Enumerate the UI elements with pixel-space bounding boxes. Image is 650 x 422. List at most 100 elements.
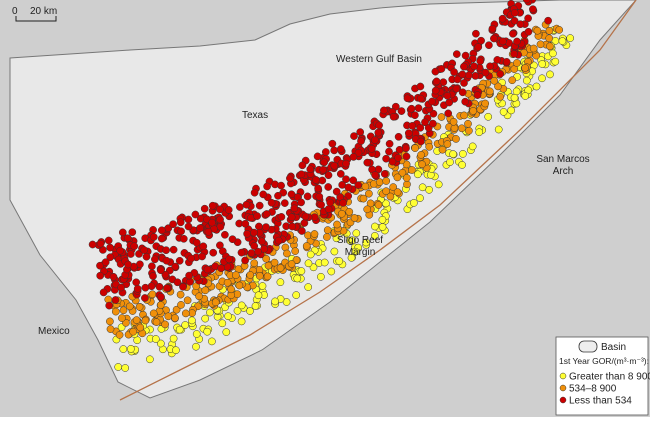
legend: Basin 1st Year GOR/(m³·m⁻³): Greater tha… bbox=[555, 336, 650, 416]
legend-label: 534–8 900 bbox=[569, 384, 617, 395]
well bbox=[460, 111, 468, 120]
well bbox=[389, 112, 398, 121]
well bbox=[453, 75, 462, 84]
well bbox=[410, 199, 418, 207]
well bbox=[371, 136, 379, 144]
well bbox=[250, 242, 259, 250]
well bbox=[141, 294, 149, 302]
well bbox=[188, 316, 196, 325]
well bbox=[375, 121, 383, 130]
legend-basin-swatch bbox=[578, 340, 598, 353]
well bbox=[292, 291, 301, 299]
well bbox=[175, 325, 184, 334]
well bbox=[536, 40, 545, 49]
well bbox=[277, 181, 285, 190]
well bbox=[297, 267, 306, 275]
well bbox=[263, 182, 271, 191]
well bbox=[546, 70, 554, 79]
well bbox=[449, 117, 458, 126]
well bbox=[172, 305, 181, 314]
well bbox=[176, 290, 185, 299]
well bbox=[297, 170, 306, 179]
well bbox=[246, 307, 254, 315]
legend-swatch bbox=[559, 372, 567, 380]
well bbox=[149, 272, 157, 280]
well bbox=[290, 204, 299, 213]
well bbox=[253, 212, 261, 220]
well bbox=[217, 264, 225, 273]
well bbox=[109, 272, 118, 281]
well bbox=[224, 206, 233, 214]
legend-basin: Basin bbox=[601, 342, 626, 353]
well bbox=[510, 16, 519, 25]
wells bbox=[88, 0, 575, 372]
well bbox=[481, 68, 490, 77]
well bbox=[452, 84, 461, 93]
well bbox=[216, 222, 225, 231]
well bbox=[465, 126, 473, 135]
well bbox=[425, 185, 433, 194]
well bbox=[323, 233, 331, 241]
well bbox=[250, 259, 259, 268]
well bbox=[538, 60, 547, 68]
well bbox=[508, 76, 517, 85]
well bbox=[469, 107, 478, 115]
well bbox=[371, 171, 379, 179]
well bbox=[494, 82, 502, 91]
well bbox=[206, 308, 214, 317]
well bbox=[171, 262, 180, 271]
well bbox=[486, 87, 494, 96]
well bbox=[263, 272, 272, 281]
legend-box bbox=[555, 336, 649, 416]
well bbox=[418, 183, 427, 192]
well bbox=[354, 148, 363, 157]
well bbox=[179, 234, 188, 243]
well bbox=[499, 108, 508, 116]
well bbox=[106, 325, 115, 333]
well bbox=[161, 270, 170, 279]
well bbox=[314, 184, 322, 193]
well bbox=[201, 314, 210, 323]
well bbox=[339, 199, 347, 207]
well bbox=[293, 274, 302, 283]
well bbox=[359, 194, 368, 203]
well bbox=[386, 192, 395, 201]
well bbox=[118, 314, 126, 322]
well bbox=[444, 109, 453, 118]
well bbox=[402, 174, 411, 182]
legend-label: Less than 534 bbox=[569, 396, 632, 407]
well bbox=[216, 215, 224, 224]
well bbox=[496, 92, 505, 101]
well bbox=[224, 312, 232, 321]
well bbox=[416, 123, 425, 132]
well bbox=[417, 137, 425, 146]
well bbox=[333, 220, 341, 229]
well bbox=[192, 238, 201, 247]
well bbox=[321, 148, 330, 156]
well bbox=[549, 49, 557, 58]
well bbox=[393, 188, 402, 196]
well bbox=[208, 218, 216, 227]
well bbox=[148, 262, 156, 271]
well bbox=[251, 302, 260, 310]
well bbox=[221, 230, 229, 239]
well bbox=[382, 177, 391, 185]
well bbox=[498, 14, 507, 23]
well bbox=[529, 5, 537, 14]
legend-title: 1st Year GOR/(m³·m⁻³): bbox=[559, 356, 649, 366]
well bbox=[524, 27, 533, 36]
well bbox=[398, 168, 407, 177]
well bbox=[201, 286, 210, 295]
well bbox=[558, 37, 567, 45]
well bbox=[254, 291, 263, 300]
well bbox=[458, 70, 467, 79]
well bbox=[317, 200, 325, 209]
well bbox=[402, 160, 411, 169]
well bbox=[96, 239, 105, 248]
well bbox=[310, 230, 319, 238]
well bbox=[115, 331, 124, 339]
well bbox=[302, 242, 311, 250]
well bbox=[169, 334, 178, 343]
well bbox=[458, 88, 467, 97]
well bbox=[345, 207, 354, 216]
